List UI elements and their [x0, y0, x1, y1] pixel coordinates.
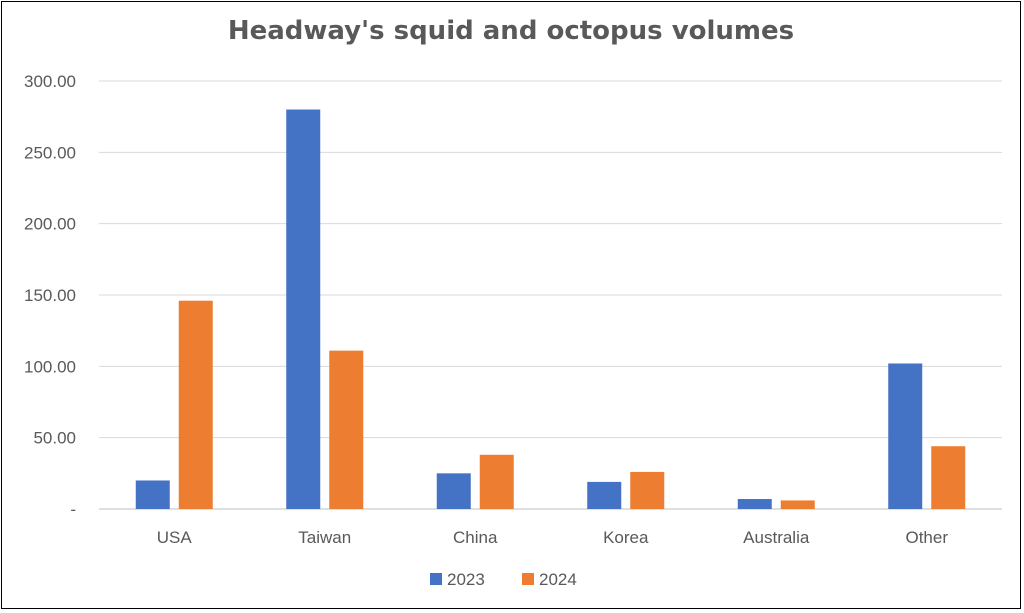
bar [888, 363, 923, 509]
x-tick-label: Korea [603, 528, 649, 547]
legend-label: 2023 [447, 570, 485, 589]
bar [436, 473, 471, 509]
x-tick-label: Other [905, 528, 948, 547]
x-tick-label: China [453, 528, 498, 547]
bar [329, 350, 364, 509]
y-tick-label: 250.00 [24, 143, 76, 162]
bar [630, 471, 665, 509]
y-tick-label: 200.00 [24, 215, 76, 234]
y-tick-label: 150.00 [24, 286, 76, 305]
legend-label: 2024 [539, 570, 577, 589]
legend-swatch [430, 573, 442, 585]
bar [135, 480, 170, 509]
y-tick-label: 100.00 [24, 357, 76, 376]
bar [479, 454, 514, 509]
bar [931, 446, 966, 509]
bar [737, 499, 772, 509]
x-tick-label: Australia [743, 528, 810, 547]
bar [178, 300, 213, 509]
bar [587, 481, 622, 509]
bar [780, 500, 815, 509]
y-tick-label: 50.00 [33, 429, 76, 448]
x-tick-label: USA [157, 528, 193, 547]
legend-swatch [522, 573, 534, 585]
chart-title: Headway's squid and octopus volumes [227, 16, 795, 46]
bar [286, 109, 321, 510]
y-tick-label: - [70, 500, 76, 519]
y-tick-label: 300.00 [24, 72, 76, 91]
x-tick-label: Taiwan [298, 528, 351, 547]
